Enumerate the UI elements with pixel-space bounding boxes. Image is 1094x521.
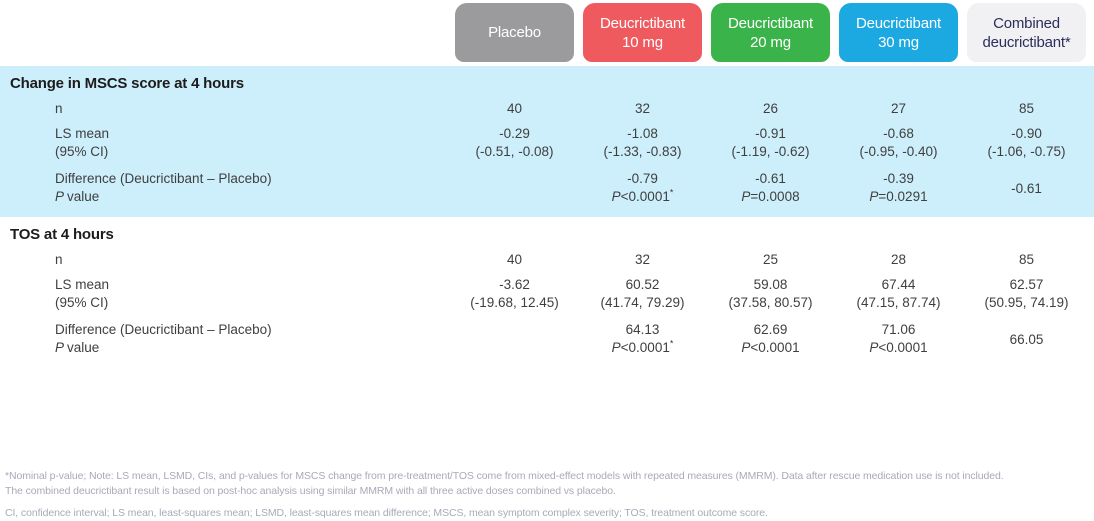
cell-mscs-diff-combined: -0.61 [1011, 180, 1042, 196]
row-label-difference-line: Difference (Deucrictibant – Placebo) [55, 322, 272, 337]
column-headers-row: Placebo Deucrictibant 10 mg Deucrictiban… [0, 3, 1094, 62]
footnotes: *Nominal p-value; Note: LS mean, LSMD, C… [5, 469, 1084, 521]
cell-tos-lsmean-10mg: 60.52 (41.74, 79.29) [600, 277, 685, 310]
cell-mscs-lsmean-10mg: -1.08 (-1.33, -0.83) [603, 126, 682, 159]
column-header-label: Combined [993, 14, 1060, 32]
row-label-ls-mean-line: LS mean [55, 126, 110, 141]
cell-mscs-n-placebo: 40 [506, 101, 523, 116]
column-header-label: 30 mg [878, 33, 919, 51]
table-row-mscs-n: n 40 32 26 27 85 [0, 101, 1094, 116]
cell-mscs-n-30mg: 27 [890, 101, 907, 116]
row-label-difference-line: Difference (Deucrictibant – Placebo) [55, 171, 272, 186]
column-header-label: Deucrictibant [600, 14, 685, 32]
column-header-deucrictibant-20mg: Deucrictibant 20 mg [711, 3, 830, 62]
cell-tos-n-30mg: 28 [890, 252, 907, 267]
column-header-combined-deucrictibant: Combined deucrictibant* [967, 3, 1086, 62]
cell-tos-lsmean-30mg: 67.44 (47.15, 87.74) [856, 277, 941, 310]
cell-tos-n-combined: 85 [1018, 252, 1035, 267]
cell-mscs-n-20mg: 26 [762, 101, 779, 116]
column-header-label: 10 mg [622, 33, 663, 51]
row-label-n: n [55, 101, 63, 116]
column-header-placebo: Placebo [455, 3, 574, 62]
cell-tos-diff-placebo [455, 321, 574, 357]
footnote-combined-analysis: The combined deucrictibant result is bas… [5, 485, 616, 497]
cell-tos-n-10mg: 32 [634, 252, 651, 267]
section-title-tos: TOS at 4 hours [10, 226, 114, 243]
row-label-ls-mean: LS mean (95% CI) [0, 276, 446, 312]
section-mscs: Change in MSCS score at 4 hours n 40 32 … [0, 66, 1094, 217]
cell-tos-diff-30mg: 71.06 P<0.0001 [869, 322, 928, 355]
column-header-label: Deucrictibant [856, 14, 941, 32]
footnote-abbreviations: CI, confidence interval; LS mean, least-… [5, 507, 768, 519]
figure-table-page: { "chart_data": { "type": "table", "colu… [0, 3, 1094, 520]
cell-mscs-lsmean-30mg: -0.68 (-0.95, -0.40) [859, 126, 938, 159]
column-header-deucrictibant-30mg: Deucrictibant 30 mg [839, 3, 958, 62]
cell-mscs-diff-30mg: -0.39 P=0.0291 [869, 171, 928, 204]
cell-mscs-n-10mg: 32 [634, 101, 651, 116]
cell-tos-diff-20mg: 62.69 P<0.0001 [741, 322, 800, 355]
cell-mscs-lsmean-combined: -0.90 (-1.06, -0.75) [987, 126, 1066, 159]
row-label-ls-mean: LS mean (95% CI) [0, 125, 446, 161]
cell-mscs-lsmean-placebo: -0.29 (-0.51, -0.08) [475, 126, 554, 159]
row-label-ls-mean-line: LS mean [55, 277, 110, 292]
section-tos: TOS at 4 hours n 40 32 25 28 85 LS mean … [0, 217, 1094, 368]
row-label-n: n [55, 252, 63, 267]
row-label-ci-line: (95% CI) [55, 144, 109, 159]
cell-tos-n-20mg: 25 [762, 252, 779, 267]
cell-mscs-diff-10mg: -0.79 P<0.0001* [611, 171, 674, 204]
cell-mscs-lsmean-20mg: -0.91 (-1.19, -0.62) [731, 126, 810, 159]
column-header-label: Deucrictibant [728, 14, 813, 32]
cell-mscs-diff-placebo [455, 170, 574, 206]
section-title-mscs: Change in MSCS score at 4 hours [10, 75, 244, 92]
header-spacer [0, 3, 446, 62]
cell-tos-lsmean-placebo: -3.62 (-19.68, 12.45) [470, 277, 559, 310]
column-header-deucrictibant-10mg: Deucrictibant 10 mg [583, 3, 702, 62]
table-row-tos-lsmean: LS mean (95% CI) -3.62 (-19.68, 12.45) 6… [0, 276, 1094, 312]
cell-tos-diff-combined: 66.05 [1009, 331, 1044, 347]
cell-mscs-n-combined: 85 [1018, 101, 1035, 116]
column-header-label: deucrictibant* [982, 33, 1071, 51]
table-row-tos-n: n 40 32 25 28 85 [0, 252, 1094, 267]
cell-mscs-diff-20mg: -0.61 P=0.0008 [741, 171, 800, 204]
column-header-label: 20 mg [750, 33, 791, 51]
table-row-mscs-lsmean: LS mean (95% CI) -0.29 (-0.51, -0.08) -1… [0, 125, 1094, 161]
footnote-nominal-pvalue: *Nominal p-value; Note: LS mean, LSMD, C… [5, 470, 1004, 482]
cell-tos-diff-10mg: 64.13 P<0.0001* [611, 322, 674, 355]
cell-tos-lsmean-20mg: 59.08 (37.58, 80.57) [728, 277, 813, 310]
row-label-ci-line: (95% CI) [55, 295, 109, 310]
cell-tos-n-placebo: 40 [506, 252, 523, 267]
cell-tos-lsmean-combined: 62.57 (50.95, 74.19) [984, 277, 1069, 310]
column-header-label: Placebo [488, 24, 541, 41]
